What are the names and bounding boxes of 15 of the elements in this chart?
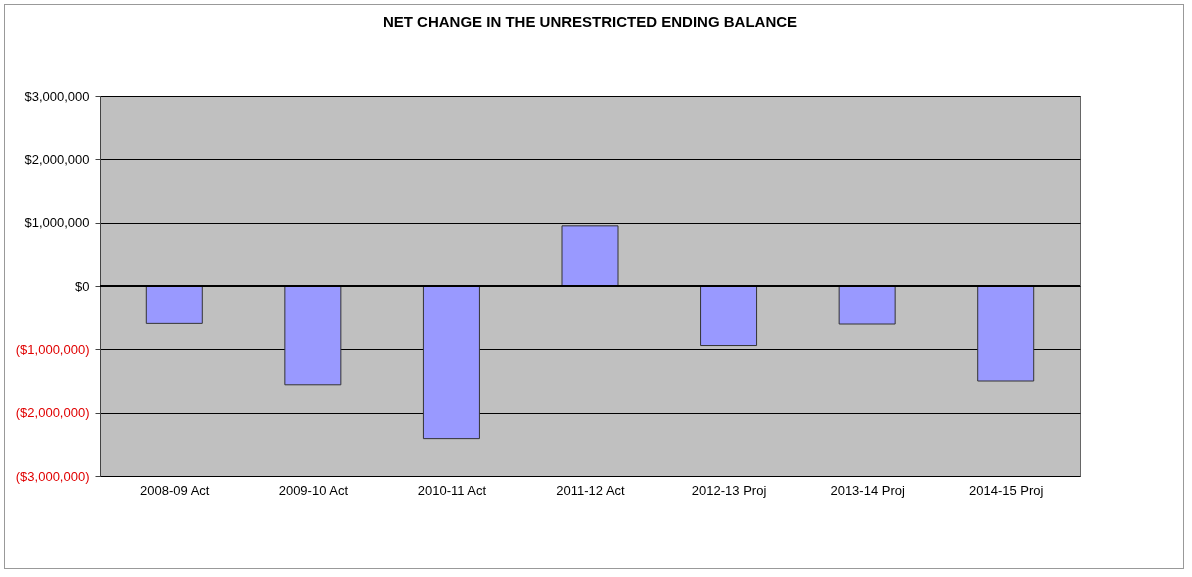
y-tick-label: $2,000,000	[24, 151, 90, 167]
x-tick-label: 2012-13 Proj	[691, 482, 767, 498]
x-tick-label: 2009-10 Act	[278, 482, 349, 498]
x-tick-label: 2013-14 Proj	[830, 482, 905, 498]
chart-title: NET CHANGE IN THE UNRESTRICTED ENDING BALANCE	[382, 13, 798, 30]
y-tick-label: $0	[75, 278, 90, 294]
y-tick-label: ($2,000,000)	[15, 405, 90, 421]
y-tick-label: ($3,000,000)	[15, 468, 90, 484]
y-tick-label: ($1,000,000)	[15, 341, 90, 357]
x-tick-label: 2010-11 Act	[417, 482, 487, 498]
x-tick-label: 2008-09 Act	[140, 482, 210, 498]
y-tick-label: $1,000,000	[24, 215, 90, 231]
x-tick-label: 2014-15 Proj	[968, 482, 1044, 498]
x-tick-label: 2011-12 Act	[556, 482, 626, 498]
y-tick-label: $3,000,000	[24, 88, 90, 104]
